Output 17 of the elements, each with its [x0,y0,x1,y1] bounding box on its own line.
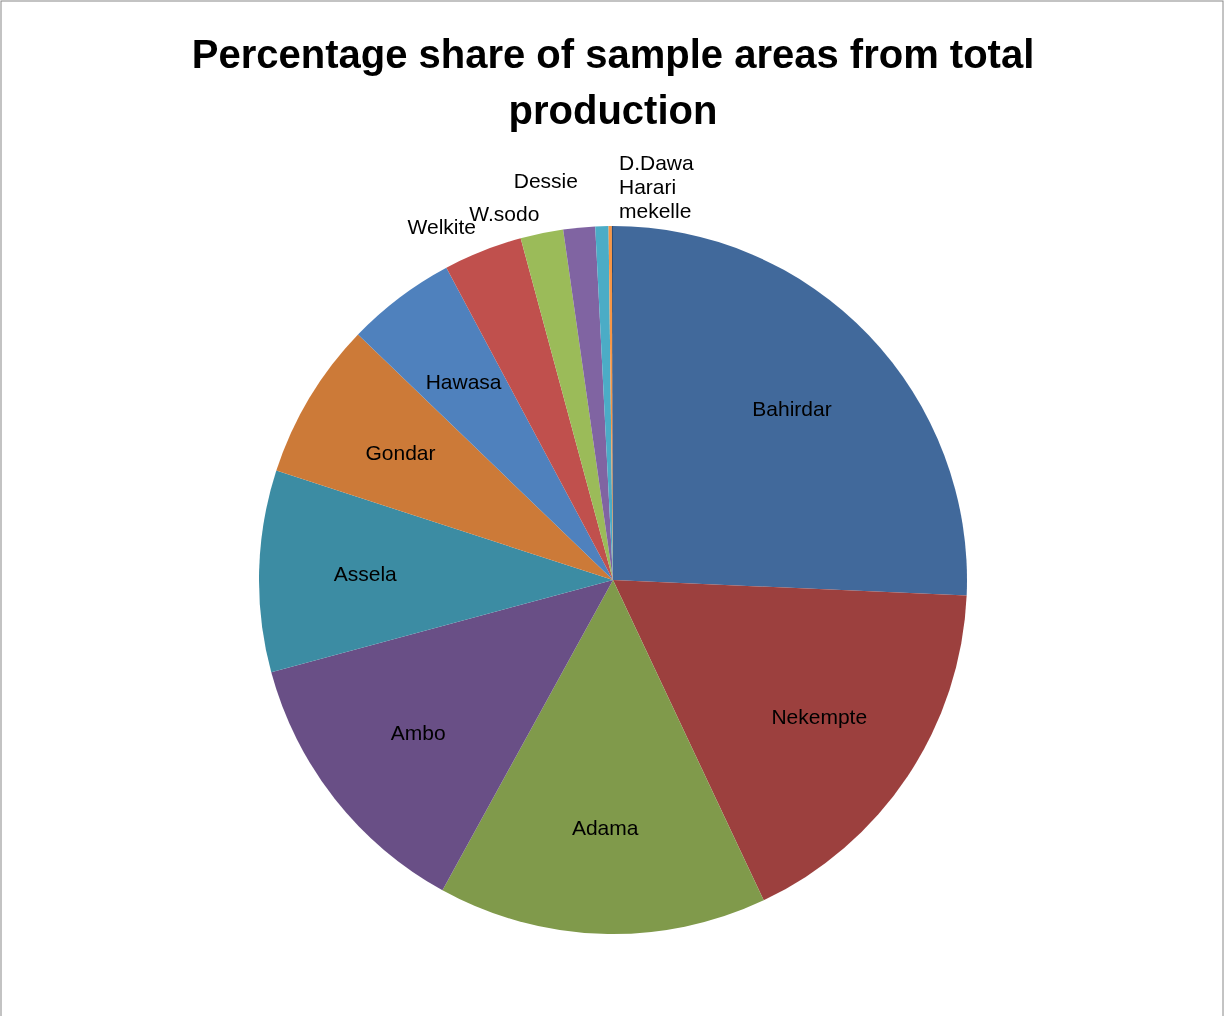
slice-label: Ambo [390,721,446,745]
slice-label: mekelle [619,199,692,222]
pie-slice [563,226,613,580]
slice-label: Bahirdar [752,396,832,420]
slice-label: Assela [333,561,398,585]
pie-slice [613,226,967,596]
pie-slice [520,229,613,580]
slice-label: Gondar [365,440,436,464]
pie-slice [276,334,613,580]
slice-label: Harari [619,175,677,198]
slice-label: Adama [571,815,639,839]
slice-label: D.Dawa [619,151,695,174]
slice-label: Dessie [513,168,578,192]
slice-label: Nekempte [771,705,868,729]
pie-slice [259,470,613,673]
chart-title: Percentage share of sample areas from total production [191,32,1035,132]
slice-label: Hawasa [425,370,502,394]
